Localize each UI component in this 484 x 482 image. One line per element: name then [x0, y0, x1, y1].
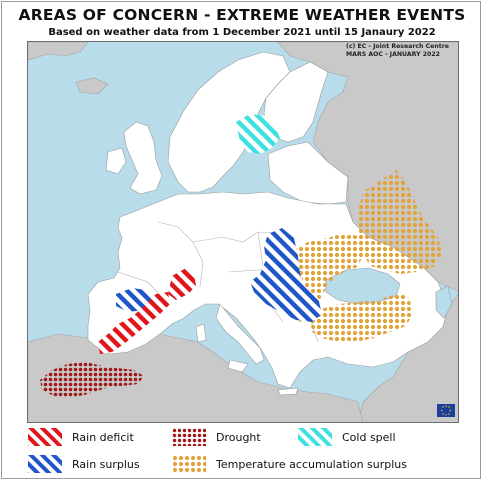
dots-darkred-icon [172, 428, 206, 446]
dots-orange-icon [172, 455, 206, 473]
credit-line-1: (c) EC - Joint Research Centre [346, 43, 449, 50]
hatch-blue-icon [28, 455, 62, 473]
legend-item-temperature-accumulation-surplus: Temperature accumulation surplus [172, 455, 407, 473]
map-subtitle: Based on weather data from 1 December 20… [48, 27, 436, 38]
area-drought-north-africa [40, 362, 144, 398]
legend-item-rain-deficit: Rain deficit [28, 428, 134, 446]
legend-item-drought: Drought [172, 428, 261, 446]
area-rain-deficit-france-italy [168, 268, 196, 300]
legend-label: Cold spell [342, 430, 396, 444]
legend-item-rain-surplus: Rain surplus [28, 455, 140, 473]
hatch-cyan-icon [298, 428, 332, 446]
map-title: AREAS OF CONCERN - EXTREME WEATHER EVENT… [18, 6, 466, 24]
caspian-sea [435, 285, 453, 319]
legend-label: Rain surplus [72, 457, 140, 471]
area-rain-surplus-balkans [250, 228, 322, 322]
legend: Rain deficit Drought Cold spell Rain sur… [0, 424, 484, 480]
credit-text: (c) EC - Joint Research Centre MARS AOC … [346, 43, 449, 59]
area-rain-surplus-spain [116, 288, 152, 312]
area-temperature-russia [358, 170, 442, 274]
legend-label: Drought [216, 430, 261, 444]
area-temperature-turkey [310, 292, 413, 342]
area-rain-deficit-iberia [98, 292, 170, 354]
legend-label: Rain deficit [72, 430, 134, 444]
eu-flag-logo [437, 404, 455, 417]
europe-map [27, 41, 459, 423]
credit-line-2: MARS AOC - JANUARY 2022 [346, 51, 440, 58]
legend-item-cold-spell: Cold spell [298, 428, 396, 446]
legend-label: Temperature accumulation surplus [216, 457, 408, 471]
area-cold-spell [236, 114, 280, 154]
hatch-red-icon [28, 428, 62, 446]
